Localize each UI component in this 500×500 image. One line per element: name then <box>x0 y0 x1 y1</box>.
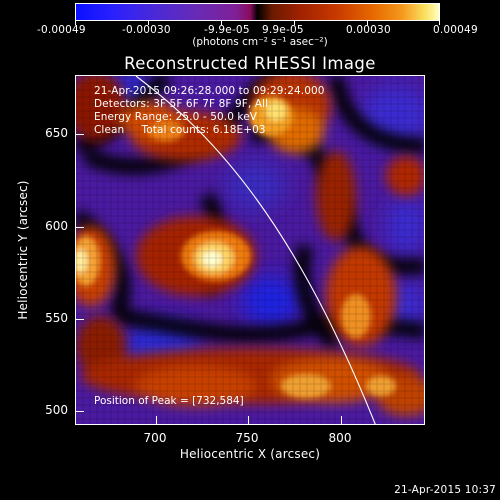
y-tick-label: 600 <box>45 219 68 233</box>
colorbar <box>75 3 440 21</box>
x-axis-label: Heliocentric X (arcsec) <box>179 447 321 461</box>
colorbar-tick <box>294 21 295 25</box>
y-axis-label: Heliocentric Y (arcsec) <box>16 180 30 320</box>
y-tick <box>76 227 84 228</box>
y-tick-label: 650 <box>45 126 68 140</box>
colorbar-tick <box>221 21 222 25</box>
energy-range-text: Energy Range: 25.0 - 50.0 keV <box>94 111 258 123</box>
colorbar-tick <box>75 21 76 25</box>
colorbar-tick-label: 9.9e-05 <box>262 24 304 36</box>
x-tick-label: 700 <box>143 431 167 445</box>
solar-limb-line <box>135 76 376 424</box>
colorbar-tick <box>148 21 149 25</box>
plot-title: Reconstructed RHESSI Image <box>124 54 376 73</box>
y-tick <box>76 411 84 412</box>
y-tick-label: 550 <box>45 311 68 325</box>
detectors-text: Detectors: 3F 5F 6F 7F 8F 9F, All <box>94 98 269 110</box>
colorbar-tick-label: 0.00049 <box>433 24 478 36</box>
peak-position-text: Position of Peak = [732,584] <box>94 395 244 407</box>
rhessi-intensity-map <box>76 76 424 424</box>
time-range-text: 21-Apr-2015 09:26:28.000 to 09:29:24.000 <box>94 85 325 97</box>
x-tick-label: 800 <box>328 431 352 445</box>
rhessi-image-plot: 21-Apr-2015 09:26:28.000 to 09:29:24.000… <box>75 75 425 425</box>
colorbar-tick <box>367 21 368 25</box>
y-tick-label: 500 <box>45 403 68 417</box>
x-tick <box>248 416 249 424</box>
colorbar-units: (photons cm⁻² s⁻¹ asec⁻²) <box>192 36 328 48</box>
render-timestamp: 21-Apr-2015 10:37 <box>394 484 496 496</box>
clean-counts-text: Clean Total counts: 6.18E+03 <box>94 124 266 136</box>
x-tick <box>156 416 157 424</box>
colorbar-tick-label: 0.00030 <box>346 24 391 36</box>
y-tick <box>76 134 84 135</box>
colorbar-tick-label: -0.00030 <box>122 24 171 36</box>
y-tick <box>76 319 84 320</box>
x-tick <box>341 416 342 424</box>
x-tick-label: 750 <box>235 431 259 445</box>
colorbar-tick <box>439 21 440 25</box>
colorbar-tick-label: -9.9e-05 <box>204 24 250 36</box>
colorbar-tick-label: -0.00049 <box>37 24 86 36</box>
